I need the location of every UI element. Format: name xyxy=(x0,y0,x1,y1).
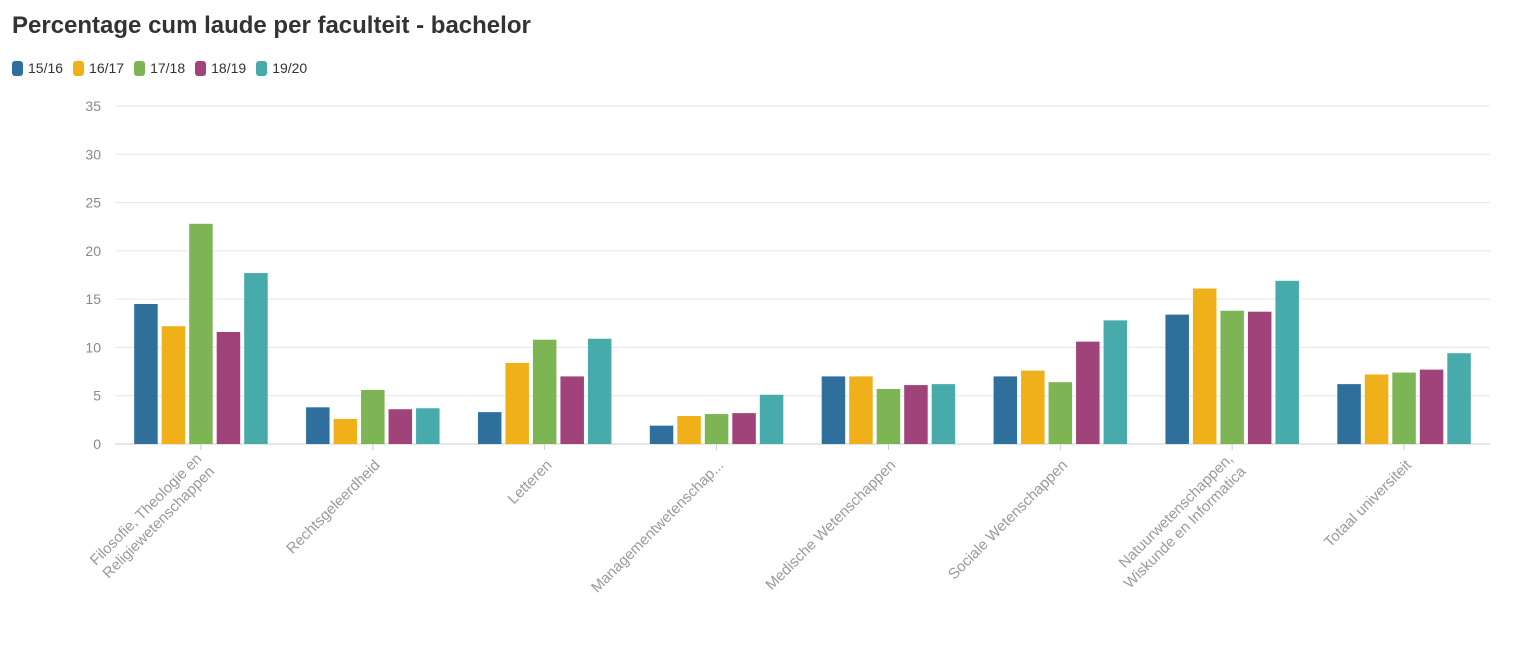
x-category-label: Medische Wetenschappen xyxy=(762,457,899,594)
legend-label: 19/20 xyxy=(272,60,308,76)
bar xyxy=(649,425,674,444)
legend-item-0[interactable]: 15/16 xyxy=(12,60,63,76)
x-category-label: Sociale Wetenschappen xyxy=(945,457,1071,583)
x-category-label: Filosofie, Theologie enReligiewetenschap… xyxy=(87,450,218,581)
bar xyxy=(333,418,358,444)
bar xyxy=(560,376,584,444)
legend-label: 18/19 xyxy=(211,60,247,76)
bar xyxy=(1275,280,1299,444)
x-category-label-line: Letteren xyxy=(505,457,556,508)
bar xyxy=(1165,314,1189,444)
bar xyxy=(904,385,928,444)
bar xyxy=(361,389,385,444)
legend-label: 16/17 xyxy=(89,60,125,76)
x-category-label-line: Rechtsgeleerdheid xyxy=(283,457,383,557)
bar xyxy=(1364,374,1389,444)
x-category-label-line: Managementwetenschap... xyxy=(588,457,727,596)
bar xyxy=(931,384,956,444)
x-category-label-line: Totaal universiteit xyxy=(1321,456,1416,551)
bar xyxy=(1419,369,1444,444)
bar xyxy=(216,331,241,444)
legend-item-4[interactable]: 19/20 xyxy=(256,60,307,76)
bar xyxy=(677,415,701,444)
bar xyxy=(821,376,846,444)
bar xyxy=(505,362,529,444)
bar xyxy=(704,414,729,444)
legend-swatch xyxy=(195,60,207,76)
legend-swatch xyxy=(134,60,146,76)
x-category-label-line: Medische Wetenschappen xyxy=(762,457,899,594)
bar xyxy=(587,338,612,444)
bar xyxy=(1103,320,1128,444)
bar xyxy=(1247,311,1272,444)
bar xyxy=(388,409,413,444)
y-tick-label: 10 xyxy=(85,339,101,355)
bar xyxy=(1192,288,1217,444)
bar xyxy=(1048,382,1073,444)
legend-label: 15/16 xyxy=(28,60,64,76)
x-category-label-line: Religiewetenschappen xyxy=(99,463,218,582)
bar xyxy=(876,388,901,444)
bar xyxy=(1447,353,1471,444)
bar xyxy=(161,326,186,444)
bar xyxy=(306,407,330,444)
legend-label: 17/18 xyxy=(150,60,186,76)
legend-swatch xyxy=(73,60,85,76)
x-category-label-line: Filosofie, Theologie en xyxy=(87,450,206,569)
y-tick-label: 5 xyxy=(93,388,101,404)
chart-title: Percentage cum laude per faculteit - bac… xyxy=(12,12,531,39)
x-category-label: Letteren xyxy=(505,457,556,508)
bar xyxy=(1220,310,1244,444)
x-category-label: Rechtsgeleerdheid xyxy=(283,457,383,557)
x-category-label-line: Sociale Wetenschappen xyxy=(945,457,1071,583)
legend-item-3[interactable]: 18/19 xyxy=(195,60,246,76)
bar xyxy=(532,339,557,444)
bar xyxy=(189,223,213,444)
legend-swatch xyxy=(12,60,23,76)
y-tick-label: 25 xyxy=(85,195,101,211)
bar xyxy=(993,376,1018,444)
bar xyxy=(849,376,873,444)
y-tick-label: 20 xyxy=(85,243,101,259)
bar xyxy=(416,408,440,444)
y-tick-label: 35 xyxy=(85,98,101,114)
bar xyxy=(1021,370,1045,444)
bar xyxy=(759,394,784,444)
legend-swatch xyxy=(256,60,268,76)
x-category-label-line: Natuurwetenschappen, xyxy=(1116,450,1237,571)
legend-item-1[interactable]: 16/17 xyxy=(73,60,124,76)
legend-item-2[interactable]: 17/18 xyxy=(134,60,185,76)
y-tick-label: 15 xyxy=(85,291,101,307)
x-category-label: Natuurwetenschappen,Wiskunde en Informat… xyxy=(1108,450,1250,592)
x-category-label-line: Wiskunde en Informatica xyxy=(1121,463,1250,592)
bar xyxy=(1337,384,1361,444)
bar xyxy=(477,412,502,444)
y-tick-label: 30 xyxy=(85,146,101,162)
x-category-label: Totaal universiteit xyxy=(1321,456,1416,551)
bar xyxy=(732,413,756,444)
bar xyxy=(244,273,268,444)
bar xyxy=(1392,372,1416,444)
y-tick-label: 0 xyxy=(93,436,101,452)
bar xyxy=(1076,341,1100,444)
bar xyxy=(134,303,158,444)
x-category-label: Managementwetenschap... xyxy=(588,457,727,596)
legend: 15/16 16/17 17/18 18/19 19/20 xyxy=(12,60,309,76)
